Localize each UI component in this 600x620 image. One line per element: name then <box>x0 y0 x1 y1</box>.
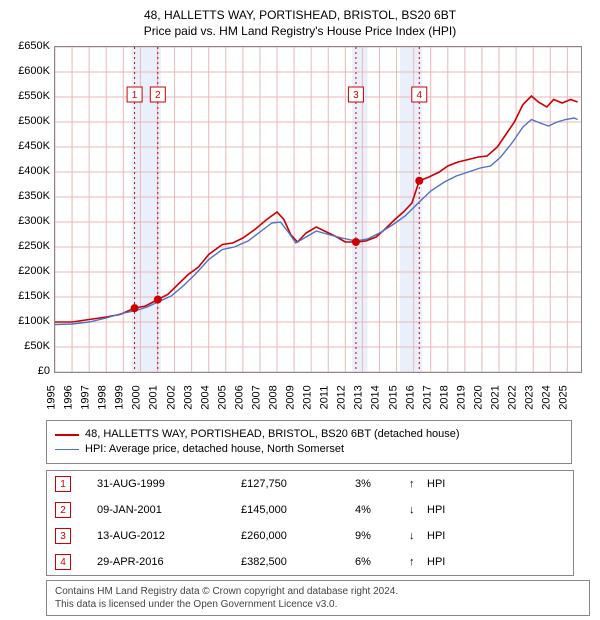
legend-swatch <box>55 434 79 436</box>
x-axis-label: 1995 <box>46 385 63 409</box>
event-hpi-label: HPI <box>427 478 565 490</box>
x-axis-label: 2014 <box>370 385 387 409</box>
y-axis-label: £0 <box>8 365 50 377</box>
event-diff: 4% <box>355 504 405 516</box>
event-price: £382,500 <box>241 556 351 568</box>
event-price: £145,000 <box>241 504 351 516</box>
arrow-up-icon: ↑ <box>409 556 423 568</box>
arrow-down-icon: ↓ <box>409 530 423 542</box>
legend-item: HPI: Average price, detached house, Nort… <box>55 442 563 457</box>
event-row: 3 13-AUG-2012 £260,000 9% ↓ HPI <box>47 523 573 549</box>
x-axis-label: 1996 <box>63 385 80 409</box>
x-axis-label: 2006 <box>233 385 250 409</box>
event-row: 4 29-APR-2016 £382,500 6% ↑ HPI <box>47 549 573 575</box>
chart-area: 1 2 3 4 £0 £50K £100K £150K £200K £250K £300K £350… <box>8 46 592 406</box>
y-axis-label: £500K <box>8 115 50 127</box>
event-date: 13-AUG-2012 <box>97 530 237 542</box>
y-axis-label: £50K <box>8 340 50 352</box>
x-axis-label: 2000 <box>131 385 148 409</box>
y-axis-label: £600K <box>8 65 50 77</box>
x-axis-label: 2018 <box>438 385 455 409</box>
event-date: 31-AUG-1999 <box>97 478 237 490</box>
y-axis-label: £150K <box>8 290 50 302</box>
event-price: £127,750 <box>241 478 351 490</box>
x-axis-label: 2023 <box>524 385 541 409</box>
y-axis-label: £250K <box>8 240 50 252</box>
event-price: £260,000 <box>241 530 351 542</box>
x-axis-label: 2025 <box>558 385 575 409</box>
footer-line-1: Contains HM Land Registry data © Crown c… <box>55 585 581 598</box>
event-hpi-label: HPI <box>427 504 565 516</box>
event-diff: 9% <box>355 530 405 542</box>
legend-swatch <box>55 449 79 450</box>
title-line-2: Price paid vs. HM Land Registry's House … <box>0 22 600 38</box>
event-hpi-label: HPI <box>427 530 565 542</box>
x-axis-label: 2008 <box>268 385 285 409</box>
x-axis-label: 2007 <box>250 385 267 409</box>
x-axis-label: 2015 <box>387 385 404 409</box>
event-hpi-label: HPI <box>427 556 565 568</box>
event-row: 2 09-JAN-2001 £145,000 4% ↓ HPI <box>47 497 573 523</box>
event-date: 29-APR-2016 <box>97 556 237 568</box>
legend: 48, HALLETTS WAY, PORTISHEAD, BRISTOL, B… <box>46 420 572 464</box>
x-axis-label: 2021 <box>490 385 507 409</box>
event-date: 09-JAN-2001 <box>97 504 237 516</box>
legend-item: 48, HALLETTS WAY, PORTISHEAD, BRISTOL, B… <box>55 427 563 442</box>
y-axis-label: £650K <box>8 40 50 52</box>
x-axis-label: 2009 <box>285 385 302 409</box>
x-axis-label: 2002 <box>165 385 182 409</box>
svg-text:3: 3 <box>353 90 359 101</box>
event-marker-icon: 3 <box>55 528 71 544</box>
title-line-1: 48, HALLETTS WAY, PORTISHEAD, BRISTOL, B… <box>0 0 600 22</box>
chart-container: 48, HALLETTS WAY, PORTISHEAD, BRISTOL, B… <box>0 0 600 620</box>
x-axis-label: 2019 <box>455 385 472 409</box>
x-axis-label: 2011 <box>319 386 336 410</box>
x-axis-label: 1998 <box>97 385 114 409</box>
plot-area: 1 2 3 4 <box>54 46 582 373</box>
y-axis-label: £550K <box>8 90 50 102</box>
x-axis-label: 2016 <box>404 385 421 409</box>
event-row: 1 31-AUG-1999 £127,750 3% ↑ HPI <box>47 471 573 497</box>
svg-text:4: 4 <box>416 90 422 101</box>
legend-label: 48, HALLETTS WAY, PORTISHEAD, BRISTOL, B… <box>85 427 460 442</box>
arrow-up-icon: ↑ <box>409 478 423 490</box>
y-axis-label: £100K <box>8 315 50 327</box>
x-axis-label: 2013 <box>353 385 370 409</box>
svg-text:2: 2 <box>155 90 161 101</box>
x-axis-label: 2024 <box>541 385 558 409</box>
event-marker-icon: 1 <box>55 476 71 492</box>
footer-attribution: Contains HM Land Registry data © Crown c… <box>46 580 590 616</box>
x-axis-label: 1999 <box>114 385 131 409</box>
x-axis-label: 2005 <box>216 385 233 409</box>
svg-text:1: 1 <box>132 90 138 101</box>
event-diff: 3% <box>355 478 405 490</box>
y-axis-label: £400K <box>8 165 50 177</box>
x-axis-label: 2022 <box>507 385 524 409</box>
event-marker-icon: 4 <box>55 554 71 570</box>
event-diff: 6% <box>355 556 405 568</box>
x-axis-label: 2020 <box>472 385 489 409</box>
y-axis-label: £450K <box>8 140 50 152</box>
x-axis-label: 2003 <box>182 385 199 409</box>
x-axis-label: 2010 <box>302 385 319 409</box>
event-table: 1 31-AUG-1999 £127,750 3% ↑ HPI 2 09-JAN-2001 £1… <box>46 470 574 576</box>
x-axis-label: 2012 <box>336 385 353 409</box>
y-axis-label: £200K <box>8 265 50 277</box>
x-axis-label: 2004 <box>199 385 216 409</box>
footer-line-2: This data is licensed under the Open Gov… <box>55 598 581 611</box>
x-axis-label: 2001 <box>148 385 165 409</box>
y-axis-label: £300K <box>8 215 50 227</box>
arrow-down-icon: ↓ <box>409 504 423 516</box>
legend-label: HPI: Average price, detached house, Nort… <box>85 442 344 457</box>
event-marker-icon: 2 <box>55 502 71 518</box>
x-axis-label: 2017 <box>421 385 438 409</box>
x-axis-label: 1997 <box>80 385 97 409</box>
y-axis-label: £350K <box>8 190 50 202</box>
